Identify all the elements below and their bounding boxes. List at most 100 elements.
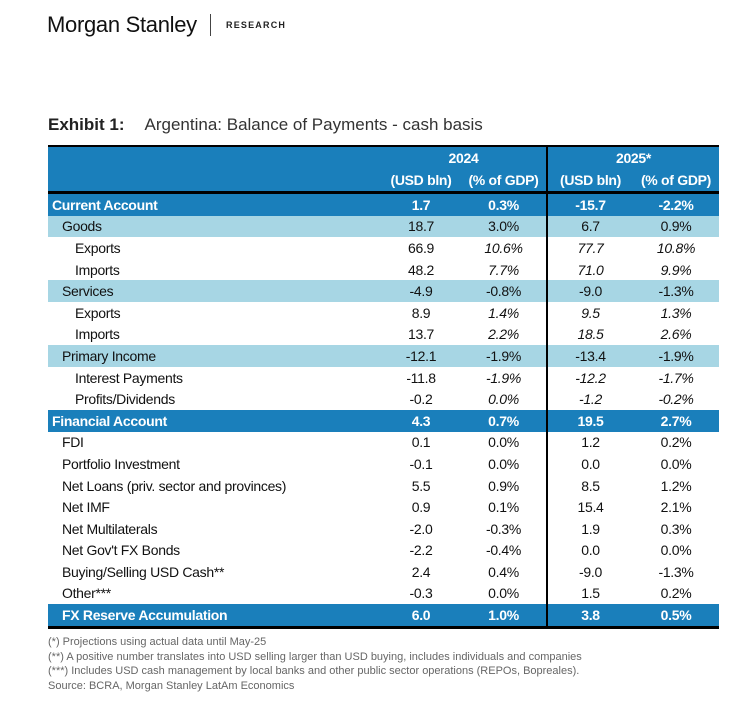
footnotes: (*) Projections using actual data until … [48, 635, 582, 693]
value-cell: -0.2% [658, 391, 694, 408]
footnote: (*) Projections using actual data until … [48, 636, 267, 648]
value-cell: 8.9 [411, 304, 431, 321]
row-label: Other*** [62, 585, 111, 602]
value-cell: 0.1% [461, 496, 548, 518]
value-cell: -1.3% [658, 563, 694, 580]
row-label: Exports [75, 304, 121, 321]
value-cell: -13.4 [547, 345, 633, 367]
row-label: Net Loans (priv. sector and provinces) [62, 477, 287, 494]
value-cell: -9.0 [579, 563, 602, 580]
value-cell: 2.7% [633, 409, 719, 432]
value-cell: 0.9 [411, 499, 431, 516]
value-cell: -2.2 [409, 542, 433, 559]
year-2024-header: 2024 [381, 145, 548, 169]
value-cell: -12.1 [381, 345, 461, 367]
table-row: Net Multilaterals -2.0 -0.3% 1.9 0.3% [48, 517, 719, 540]
table-row: Goods 18.7 3.0% 6.7 0.9% [48, 215, 719, 238]
table-row: Primary Income -12.1 -1.9% -13.4 -1.9% [48, 345, 719, 367]
unit-header: (USD bln) [547, 169, 633, 194]
table-row: Exports 8.9 1.4% 9.5 1.3% [48, 301, 719, 324]
value-cell: 0.9% [461, 474, 548, 497]
value-cell: -1.9% [461, 366, 548, 389]
value-cell: 1.9 [581, 520, 600, 537]
value-cell: 0.9% [633, 215, 719, 238]
value-cell: 0.3% [660, 520, 692, 537]
value-cell: 66.9 [407, 239, 435, 256]
table-row: Net Gov't FX Bonds -2.2 -0.4% 0.0 0.0% [48, 539, 719, 562]
value-cell: -0.4% [461, 539, 548, 562]
row-label: Portfolio Investment [62, 455, 180, 472]
value-cell: 9.5 [581, 304, 600, 321]
value-cell: 1.0% [461, 604, 548, 629]
value-cell: 6.7 [547, 215, 633, 238]
value-cell: -1.2 [579, 391, 602, 408]
row-label: Goods [48, 215, 381, 238]
value-cell: 13.7 [407, 326, 435, 343]
value-cell: 8.5 [581, 477, 600, 494]
value-cell: 1.5 [581, 585, 600, 602]
row-label: Interest Payments [75, 369, 183, 386]
balance-of-payments-table: 2024 2025* (USD bln) (% of GDP) (USD bln… [48, 145, 719, 629]
value-cell: 2.2% [461, 323, 548, 346]
exhibit-label: Exhibit 1: [48, 115, 125, 134]
value-cell: -9.0 [547, 280, 633, 302]
table-row: Services -4.9 -0.8% -9.0 -1.3% [48, 280, 719, 302]
footnote: (**) A positive number translates into U… [48, 650, 582, 663]
value-cell: 4.3 [381, 409, 461, 432]
exhibit-title: Exhibit 1: Argentina: Balance of Payments… [48, 115, 483, 135]
value-cell: 10.8% [656, 239, 696, 256]
footnote: (***) Includes USD cash management by lo… [48, 665, 580, 678]
row-label: Imports [75, 261, 120, 278]
table-row: Net IMF 0.9 0.1% 15.4 2.1% [48, 496, 719, 518]
value-cell: 2.1% [660, 499, 692, 516]
source-note: Source: BCRA, Morgan Stanley LatAm Econo… [48, 679, 295, 692]
row-label: Net IMF [62, 499, 110, 516]
row-label: Exports [75, 239, 121, 256]
table-row: Buying/Selling USD Cash** 2.4 0.4% -9.0 -1.3… [48, 561, 719, 583]
units-header-row: (USD bln) (% of GDP) (USD bln) (% of GDP… [48, 169, 719, 194]
value-cell: 77.7 [577, 239, 604, 256]
table-row: Other*** -0.3 0.0% 1.5 0.2% [48, 582, 719, 605]
value-cell: 9.9% [660, 261, 692, 278]
row-label: Current Account [48, 192, 381, 216]
year-header-row: 2024 2025* [48, 145, 719, 169]
row-label: Primary Income [48, 345, 381, 367]
value-cell: -1.9% [633, 345, 719, 367]
value-cell: 19.5 [547, 409, 633, 432]
row-label: Profits/Dividends [75, 391, 175, 408]
exhibit-caption: Argentina: Balance of Payments - cash ba… [144, 115, 483, 134]
value-cell: 0.4% [461, 561, 548, 583]
table-row: FX Reserve Accumulation 6.0 1.0% 3.8 0.5% [48, 604, 719, 629]
logo-divider [210, 14, 211, 36]
value-cell: 15.4 [577, 499, 604, 516]
value-cell: 5.5 [411, 477, 431, 494]
table-row: Current Account 1.7 0.3% -15.7 -2.2% [48, 192, 719, 216]
value-cell: 0.0% [660, 542, 692, 559]
table-row: Profits/Dividends -0.2 0.0% -1.2 -0.2% [48, 388, 719, 410]
table-row: Exports 66.9 10.6% 77.7 10.8% [48, 237, 719, 259]
value-cell: 3.0% [461, 215, 548, 238]
table-row: Interest Payments -11.8 -1.9% -12.2 -1.7% [48, 366, 719, 389]
value-cell: -2.0 [409, 520, 433, 537]
morgan-stanley-logo: Morgan Stanley [47, 12, 197, 37]
value-cell: -1.9% [461, 345, 548, 367]
value-cell: -0.1 [409, 455, 433, 472]
value-cell: 0.2% [660, 434, 692, 451]
value-cell: -1.7% [658, 369, 694, 386]
value-cell: -4.9 [381, 280, 461, 302]
value-cell: -0.2 [409, 391, 433, 408]
value-cell: 0.0% [461, 453, 548, 475]
unit-header: (% of GDP) [461, 169, 548, 194]
value-cell: 0.7% [461, 409, 548, 432]
value-cell: 1.3% [660, 304, 692, 321]
value-cell: -15.7 [547, 192, 633, 216]
row-label: Imports [75, 326, 120, 343]
value-cell: 48.2 [407, 261, 435, 278]
value-cell: 2.4 [411, 563, 431, 580]
value-cell: -0.3 [409, 585, 433, 602]
row-label: FDI [62, 434, 84, 451]
row-label: Buying/Selling USD Cash** [62, 563, 225, 580]
value-cell: 0.5% [633, 604, 719, 629]
value-cell: 0.1 [411, 434, 431, 451]
value-cell: 1.4% [461, 301, 548, 324]
